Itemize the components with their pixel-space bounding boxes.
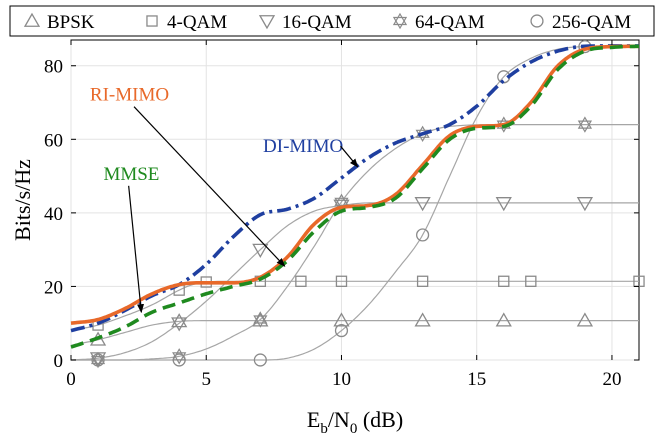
marker-64-qam: [334, 193, 349, 211]
marker-bpsk: [414, 312, 431, 327]
x-tick-label: 0: [66, 369, 76, 390]
marker-16-qam: [171, 317, 188, 332]
annotation-arrow-ri-mimo: [133, 106, 286, 267]
legend-marker-64-qam: [392, 12, 408, 30]
legend-marker-16-qam: [258, 15, 276, 30]
series-ri-mimo: [70, 44, 639, 325]
y-axis-label: Bits/s/Hz: [10, 159, 35, 241]
curve-256-qam: [71, 45, 639, 361]
legend-label: 64-QAM: [415, 12, 485, 33]
marker-4-qam: [295, 275, 307, 287]
y-tick-label: 40: [44, 204, 63, 225]
annotations: DI-MIMO RI-MIMO MMSE: [90, 85, 359, 314]
annotation-di-mimo: DI-MIMO: [263, 136, 343, 157]
y-tick-label: 20: [44, 277, 63, 298]
marker-256-qam: [253, 353, 267, 367]
curve-16-qam: [70, 202, 639, 361]
curve-64-qam: [71, 124, 639, 361]
marker-16-qam: [495, 197, 512, 212]
marker-bpsk: [171, 313, 188, 328]
annotation-mmse: MMSE: [103, 164, 159, 185]
x-axis-label: Eb/N0 (dB): [307, 407, 403, 436]
legend-label: 4-QAM: [167, 12, 227, 33]
legend-entry-256-qam: 256-QAM: [530, 12, 631, 33]
curve-bpsk: [70, 320, 639, 346]
legend-marker-bpsk: [23, 12, 41, 27]
series-mmse: [70, 44, 639, 349]
axes: 0 5 10 15 20 0 20 40 60 80: [44, 40, 639, 390]
x-tick-label: 10: [332, 369, 351, 390]
marker-16-qam: [414, 197, 431, 212]
marker-64-qam: [90, 351, 106, 369]
annotation-ri-mimo: RI-MIMO: [90, 85, 169, 106]
y-tick-label: 80: [44, 57, 63, 78]
marker-16-qam: [252, 243, 269, 258]
legend-label: 256-QAM: [552, 12, 631, 33]
legend: BPSK 4-QAM 16-QAM 64-QAM 256-QAM: [9, 5, 655, 37]
legend-entry-64-qam: 64-QAM: [392, 12, 485, 33]
marker-4-qam: [498, 275, 510, 287]
legend-entry-bpsk: BPSK: [23, 12, 95, 33]
legend-marker-4-qam: [146, 15, 158, 27]
y-tick-label: 60: [44, 130, 63, 151]
marker-4-qam: [525, 275, 537, 287]
x-tick-label: 15: [467, 369, 486, 390]
marker-bpsk: [576, 312, 594, 327]
legend-marker-256-qam: [530, 14, 544, 28]
modulation-curves: [70, 45, 639, 361]
curve-4-qam: [70, 280, 639, 332]
marker-256-qam: [172, 353, 186, 367]
x-tick-label: 20: [602, 369, 621, 390]
marker-bpsk: [495, 312, 512, 327]
legend-label: BPSK: [47, 12, 95, 33]
marker-256-qam: [334, 323, 349, 338]
marker-4-qam: [335, 275, 348, 287]
marker-256-qam: [91, 353, 105, 367]
marker-4-qam: [416, 275, 429, 287]
legend-frame: [9, 5, 655, 37]
legend-entry-4-qam: 4-QAM: [146, 12, 227, 33]
marker-16-qam: [576, 197, 594, 212]
marker-64-qam: [577, 116, 593, 133]
annotation-arrow-mmse: [128, 185, 145, 314]
legend-label: 16-QAM: [282, 12, 352, 33]
marker-64-qam: [253, 311, 268, 328]
marker-bpsk: [333, 312, 350, 327]
x-tick-label: 5: [201, 369, 211, 390]
annotation-arrow-di-mimo: [340, 145, 359, 168]
legend-entry-16-qam: 16-QAM: [258, 12, 352, 33]
y-tick-label: 0: [54, 351, 64, 372]
marker-256-qam: [416, 228, 430, 242]
